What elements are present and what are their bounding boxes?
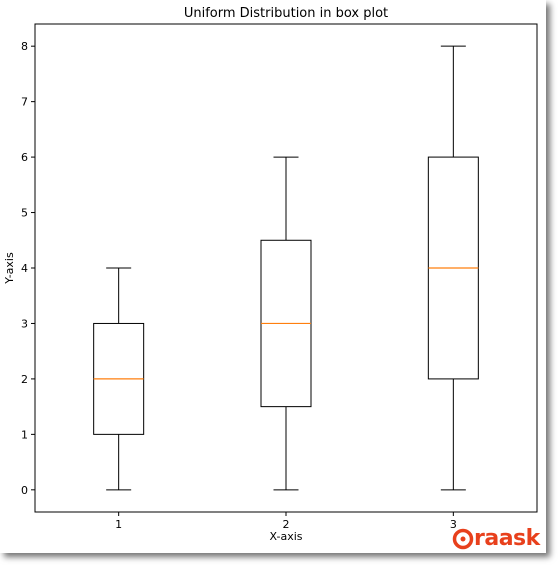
watermark: raask (452, 526, 540, 552)
box-3 (427, 45, 479, 491)
y-tick-label: 3 (21, 317, 28, 330)
x-tick-label: 2 (283, 518, 290, 531)
box-1 (93, 267, 145, 491)
x-axis-label: X-axis (270, 530, 303, 543)
x-tick-label: 1 (115, 518, 122, 531)
y-tick-label: 6 (21, 151, 28, 164)
y-tick-label: 7 (21, 96, 28, 109)
chart-title: Uniform Distribution in box plot (184, 6, 388, 21)
x-tick-label: 3 (450, 518, 457, 531)
y-tick-label: 4 (21, 262, 28, 275)
oraask-logo-icon (452, 528, 474, 550)
y-tick-label: 0 (21, 484, 28, 497)
x-axis: 1 2 3 (115, 512, 457, 531)
y-tick-label: 5 (21, 207, 28, 220)
y-tick-label: 1 (21, 428, 28, 441)
watermark-text: raask (474, 526, 540, 551)
y-axis-label: Y-axis (3, 252, 16, 285)
y-tick-label: 2 (21, 373, 28, 386)
y-axis: 0 1 2 3 4 5 6 7 8 (21, 40, 35, 497)
box-2 (260, 156, 312, 491)
figure-frame (0, 0, 546, 553)
box-series (93, 45, 479, 491)
y-tick-label: 8 (21, 40, 28, 53)
